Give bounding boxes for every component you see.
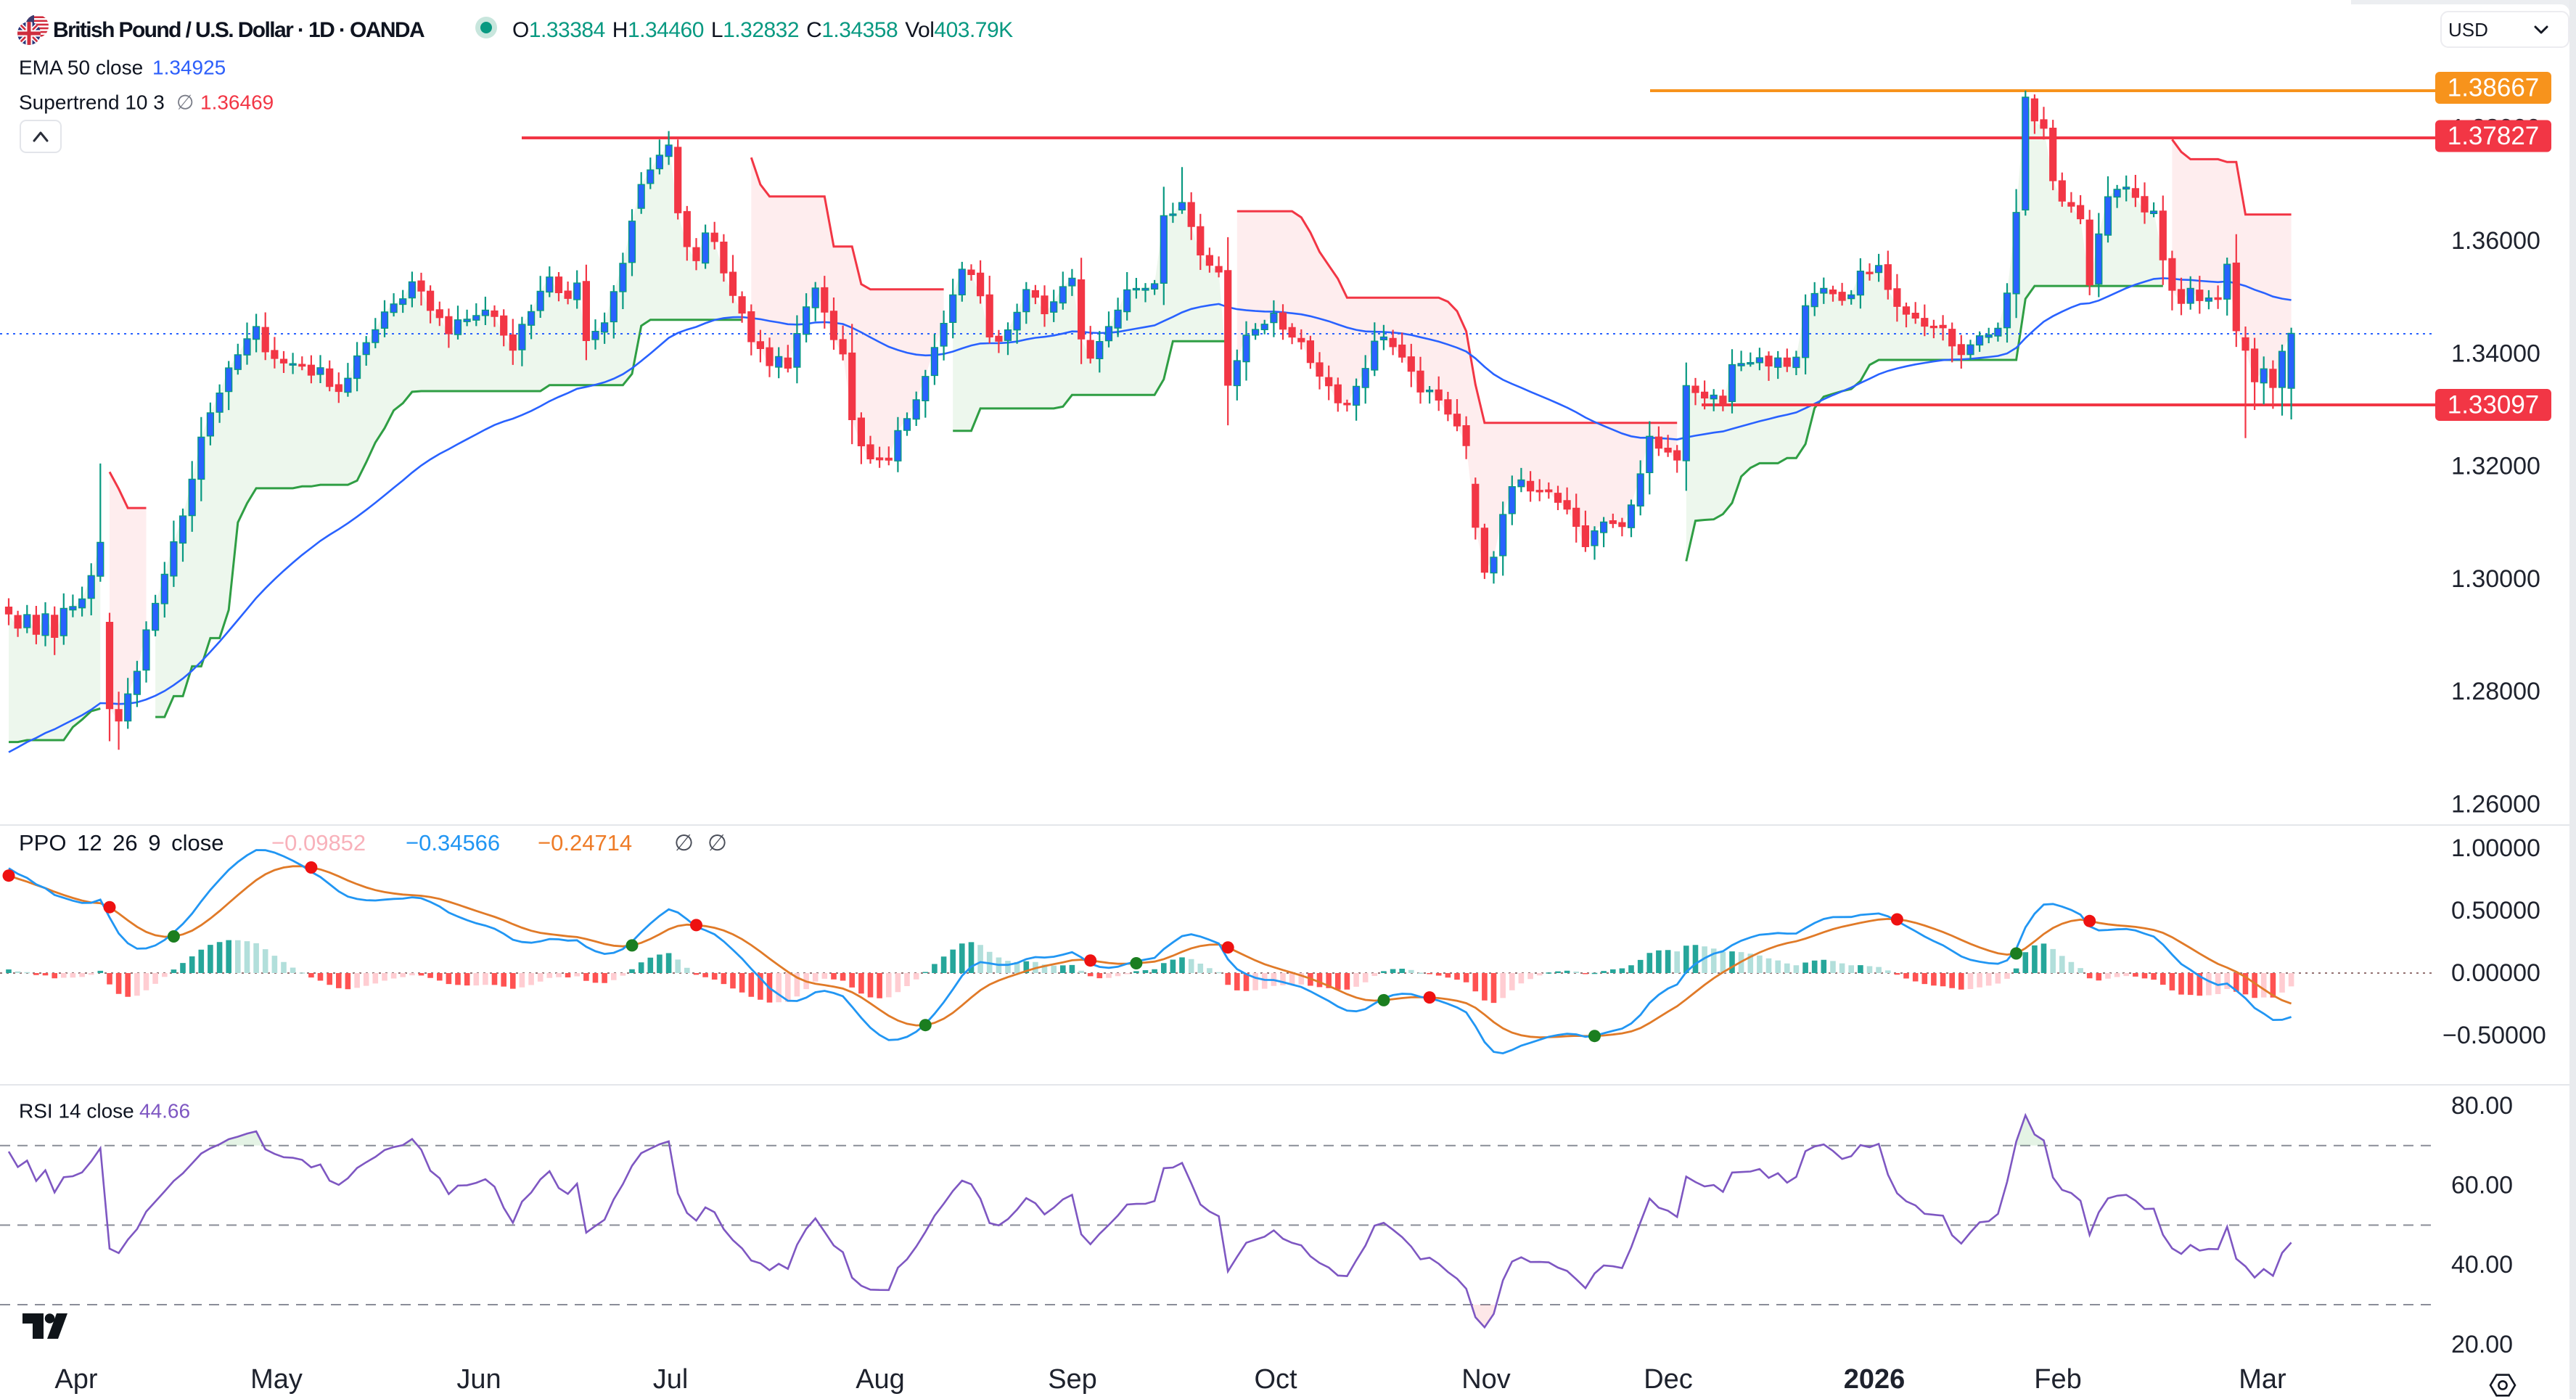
svg-text:Apr: Apr: [54, 1364, 97, 1395]
svg-text:20.00: 20.00: [2451, 1331, 2513, 1358]
svg-text:Mar: Mar: [2239, 1364, 2286, 1395]
svg-text:∅: ∅: [176, 91, 194, 113]
svg-text:RSI 14 close: RSI 14 close: [19, 1099, 134, 1122]
svg-text:1.28000: 1.28000: [2451, 678, 2540, 705]
svg-text:60.00: 60.00: [2451, 1172, 2513, 1199]
svg-text:1.36000: 1.36000: [2451, 227, 2540, 255]
svg-text:Aug: Aug: [856, 1364, 905, 1395]
svg-text:0.50000: 0.50000: [2451, 897, 2540, 924]
svg-text:∅: ∅: [674, 830, 694, 856]
svg-text:80.00: 80.00: [2451, 1092, 2513, 1120]
svg-text:1.00000: 1.00000: [2451, 834, 2540, 862]
svg-text:Dec: Dec: [1644, 1364, 1693, 1395]
svg-text:40.00: 40.00: [2451, 1251, 2513, 1279]
svg-text:Jul: Jul: [653, 1364, 689, 1395]
svg-text:2026: 2026: [1844, 1364, 1906, 1395]
svg-text:Feb: Feb: [2034, 1364, 2081, 1395]
svg-text:−0.50000: −0.50000: [2442, 1022, 2546, 1049]
svg-text:British Pound / U.S. Dollar ·: British Pound / U.S. Dollar · 1D · OANDA: [53, 18, 424, 42]
svg-text:−0.24714: −0.24714: [538, 830, 632, 856]
svg-text:0.00000: 0.00000: [2451, 959, 2540, 987]
svg-text:−0.34566: −0.34566: [406, 830, 500, 856]
svg-text:May: May: [250, 1364, 303, 1395]
svg-text:1.33097: 1.33097: [2448, 390, 2540, 419]
svg-text:∅: ∅: [707, 830, 727, 856]
svg-text:1.34925: 1.34925: [152, 56, 226, 78]
svg-text:PPO 12 26 9 close: PPO 12 26 9 close: [19, 830, 224, 856]
svg-text:1.36469: 1.36469: [200, 91, 274, 113]
svg-text:Sep: Sep: [1048, 1364, 1097, 1395]
svg-text:Oct: Oct: [1254, 1364, 1297, 1395]
svg-text:Supertrend 10 3: Supertrend 10 3: [19, 91, 165, 113]
svg-text:1.32000: 1.32000: [2451, 453, 2540, 480]
svg-text:1.37827: 1.37827: [2448, 122, 2540, 150]
svg-text:Nov: Nov: [1461, 1364, 1511, 1395]
svg-text:1.34000: 1.34000: [2451, 340, 2540, 367]
svg-text:1.26000: 1.26000: [2451, 790, 2540, 818]
svg-text:1.30000: 1.30000: [2451, 565, 2540, 593]
svg-text:USD: USD: [2448, 19, 2488, 41]
svg-text:Jun: Jun: [456, 1364, 501, 1395]
svg-text:1.38667: 1.38667: [2448, 73, 2540, 102]
svg-text:EMA 50 close: EMA 50 close: [19, 56, 143, 78]
svg-text:−0.09852: −0.09852: [271, 830, 366, 856]
svg-text:44.66: 44.66: [139, 1099, 190, 1122]
